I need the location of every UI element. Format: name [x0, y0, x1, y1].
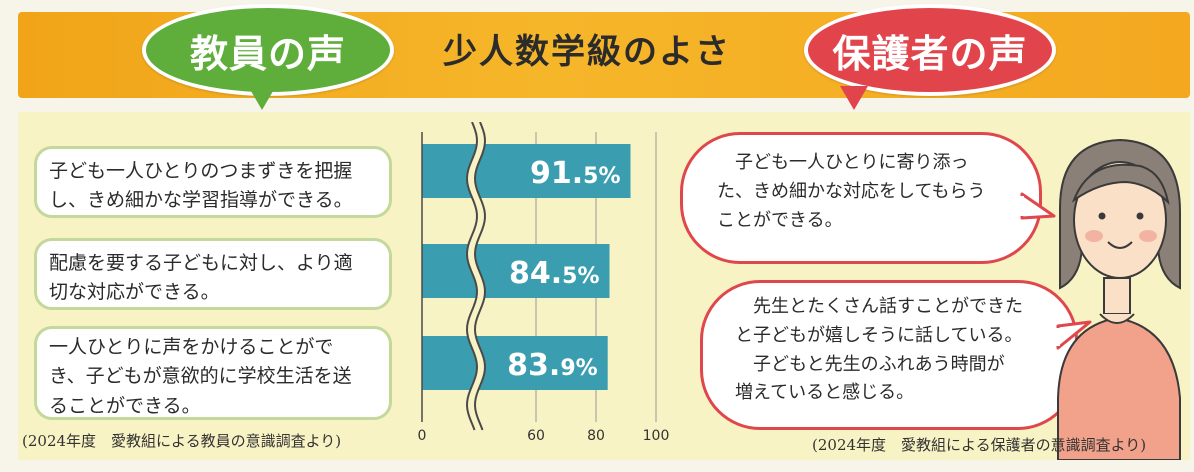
teacher-voice-label: 教員の声	[142, 4, 394, 96]
teacher-source-caption: (2024年度 愛教組による教員の意識調査より)	[22, 432, 342, 450]
page-title: 少人数学級のよさ	[443, 32, 731, 72]
bar-2-value-label: 84.5%	[509, 256, 600, 291]
bar-chart-svg: 91.5% 84.5% 83.9% 0 60 80 100	[418, 121, 670, 444]
bar-chart: 91.5% 84.5% 83.9% 0 60 80 100	[400, 121, 670, 452]
parent-comment-2-line-1: 先生とたくさん話すことができた	[753, 296, 1023, 317]
teacher-item-3-line-3: ることができる。	[49, 394, 201, 417]
teacher-item-3: 一人ひとりに声をかけることがで き、子どもが意欲的に学校生活を送 ることができる…	[34, 326, 392, 420]
tick-label-60: 60	[527, 428, 545, 444]
teacher-label-tail	[248, 86, 276, 110]
teacher-item-1-line-1: 子ども一人ひとりのつまずきを把握	[49, 160, 353, 182]
parent-comment-1: 子ども一人ひとりに寄り添っ た、きめ細かな対応をしてもらう ことができる。	[680, 132, 1042, 264]
parent-comment-1-line-2: た、きめ細かな対応をしてもらう	[717, 180, 986, 202]
parent-voice-label: 保護者の声	[804, 4, 1056, 96]
bar-3-value-label: 83.9%	[507, 348, 598, 383]
teacher-item-2-line-2: 切な対応ができる。	[49, 281, 220, 304]
parent-comment-1-line-1: 子ども一人ひとりに寄り添っ	[735, 152, 969, 173]
parent-comment-2-line-2: と子どもが嬉しそうに話している。	[735, 324, 1023, 346]
bar-2	[422, 244, 610, 298]
tick-label-0: 0	[418, 428, 427, 444]
tick-label-100: 100	[643, 428, 670, 444]
bar-1	[422, 144, 631, 198]
teacher-item-1-line-2: し、きめ細かな学習指導ができる。	[49, 189, 353, 212]
bar-3	[422, 336, 608, 390]
teacher-item-1: 子ども一人ひとりのつまずきを把握 し、きめ細かな学習指導ができる。	[34, 146, 392, 218]
tick-label-80: 80	[587, 428, 605, 444]
parent-source-caption: (2024年度 愛教組による保護者の意識調査より)	[812, 436, 1147, 454]
teacher-item-2: 配慮を要する子どもに対し、より適 切な対応ができる。	[34, 238, 392, 310]
parent-comment-2-line-4: 増えていると感じる。	[735, 382, 915, 404]
teacher-item-3-line-1: 一人ひとりに声をかけることがで	[49, 336, 334, 358]
parent-comment-2-line-3: 子どもと先生のふれあう時間が	[753, 353, 1005, 375]
axis-break-line-right	[473, 121, 486, 431]
parent-comment-1-tail	[1020, 192, 1056, 220]
teacher-item-2-line-1: 配慮を要する子どもに対し、より適	[49, 252, 353, 274]
parent-illustration	[1057, 138, 1181, 460]
parent-comment-1-line-3: ことができる。	[717, 209, 843, 231]
axis-break-line-left	[465, 121, 478, 431]
parent-comment-2-tail	[1056, 320, 1092, 350]
teacher-item-3-line-2: き、子どもが意欲的に学校生活を送	[49, 365, 352, 388]
parent-label-tail	[840, 86, 868, 110]
parent-comment-2: 先生とたくさん話すことができた と子どもが嬉しそうに話している。 子どもと先生の…	[700, 280, 1078, 430]
bar-1-value-label: 91.5%	[530, 156, 621, 191]
